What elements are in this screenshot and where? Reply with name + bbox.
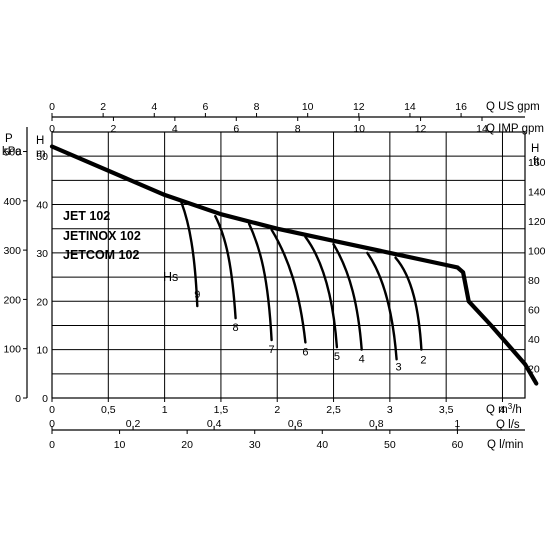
suction-curve-label-4: 4 xyxy=(359,354,365,366)
imp-gpm-tick-label: 0 xyxy=(49,123,55,135)
ft-tick-label: 40 xyxy=(528,334,540,346)
us-gpm-tick-label: 0 xyxy=(49,101,55,113)
ft-tick-label: 60 xyxy=(528,305,540,317)
imp-gpm-tick-label: 6 xyxy=(233,123,239,135)
suction-curve-label-7: 7 xyxy=(269,344,275,356)
m-axis-label-top: H xyxy=(36,135,44,147)
ls-tick-label: 1 xyxy=(454,418,460,430)
kpa-axis-label-top: P xyxy=(5,133,13,145)
kpa-tick-label: 300 xyxy=(3,245,21,257)
ft-axis-label-top: H xyxy=(531,143,539,155)
ft-tick-label: 120 xyxy=(528,216,546,228)
lmin-tick-label: 40 xyxy=(316,439,328,451)
ls-tick-label: 0,4 xyxy=(207,418,222,430)
ft-tick-label: 20 xyxy=(528,364,540,376)
m-tick-label: 40 xyxy=(36,200,48,212)
us-gpm-tick-label: 16 xyxy=(455,101,467,113)
kpa-tick-label: 500 xyxy=(3,147,21,159)
lmin-tick-label: 20 xyxy=(181,439,193,451)
lmin-tick-label: 0 xyxy=(49,439,55,451)
us-gpm-tick-label: 2 xyxy=(100,101,106,113)
m3h-tick-label: 2,5 xyxy=(326,404,341,416)
us-gpm-tick-label: 10 xyxy=(302,101,314,113)
imp-gpm-tick-label: 4 xyxy=(172,123,178,135)
ft-tick-label: 140 xyxy=(528,187,546,199)
lmin-axis-label: Q l/min xyxy=(487,439,523,451)
ft-tick-label: 80 xyxy=(528,275,540,287)
suction-curve-2 xyxy=(394,256,423,351)
kpa-axis-label-bottom: kPa xyxy=(2,146,22,158)
ls-axis-label: Q l/s xyxy=(496,419,520,431)
model-label-1: JET 102 xyxy=(63,209,110,223)
suction-curve-label-9: 9 xyxy=(194,289,200,301)
imp-gpm-tick-label: 14 xyxy=(476,123,488,135)
imp-gpm-axis-label: Q IMP gpm xyxy=(486,123,544,135)
ls-tick-label: 0,8 xyxy=(369,418,384,430)
m-tick-label: 20 xyxy=(36,296,48,308)
suction-curve-label-5: 5 xyxy=(334,351,340,363)
us-gpm-tick-label: 6 xyxy=(202,101,208,113)
suction-curve-label-3: 3 xyxy=(396,361,402,373)
model-label-3: JETCOM 102 xyxy=(63,248,139,262)
m3h-axis-label: Q m3/h xyxy=(486,402,522,416)
kpa-tick-label: 0 xyxy=(15,393,21,405)
m3h-tick-label: 1,5 xyxy=(214,404,229,416)
us-gpm-tick-label: 12 xyxy=(353,101,365,113)
imp-gpm-tick-label: 12 xyxy=(415,123,427,135)
lmin-tick-label: 10 xyxy=(114,439,126,451)
main-performance-curve xyxy=(49,144,539,386)
ls-tick-label: 0,6 xyxy=(288,418,303,430)
imp-gpm-tick-label: 2 xyxy=(111,123,117,135)
lmin-tick-label: 30 xyxy=(249,439,261,451)
suction-curve-7 xyxy=(247,222,273,342)
kpa-tick-label: 400 xyxy=(3,196,21,208)
us-gpm-tick-label: 8 xyxy=(254,101,260,113)
m3h-tick-label: 3 xyxy=(387,404,393,416)
ft-axis-label-bottom: ft xyxy=(533,156,540,168)
m-tick-label: 0 xyxy=(42,393,48,405)
suction-curve-9 xyxy=(180,201,199,308)
lmin-tick-label: 50 xyxy=(384,439,396,451)
imp-gpm-tick-label: 8 xyxy=(295,123,301,135)
m3h-tick-label: 3,5 xyxy=(439,404,454,416)
suction-curve-4 xyxy=(332,243,363,351)
suction-curve-label-6: 6 xyxy=(302,346,308,358)
ft-tick-label: 160 xyxy=(528,157,546,169)
suction-curve-label-2: 2 xyxy=(420,355,426,367)
imp-gpm-tick-label: 10 xyxy=(353,123,365,135)
us-gpm-axis-label: Q US gpm xyxy=(486,101,540,113)
m-axis-label-bottom: m xyxy=(36,148,46,160)
suction-curve-label-8: 8 xyxy=(233,322,239,334)
m3h-tick-label: 0,5 xyxy=(101,404,116,416)
m3h-tick-label: 2 xyxy=(274,404,280,416)
ls-tick-label: 0,2 xyxy=(126,418,141,430)
m-tick-label: 50 xyxy=(36,151,48,163)
suction-curve-5 xyxy=(304,235,339,349)
hs-label: Hs xyxy=(163,270,178,284)
m3h-tick-label: 1 xyxy=(162,404,168,416)
m3h-tick-label: 4 xyxy=(500,404,506,416)
us-gpm-tick-label: 14 xyxy=(404,101,416,113)
suction-curve-3 xyxy=(366,251,398,361)
ft-tick-label: 100 xyxy=(528,246,546,258)
kpa-tick-label: 200 xyxy=(3,294,21,306)
suction-curve-8 xyxy=(214,215,237,320)
m-tick-label: 10 xyxy=(36,345,48,357)
kpa-tick-label: 100 xyxy=(3,344,21,356)
m3h-tick-label: 0 xyxy=(49,404,55,416)
plot-frame xyxy=(51,131,526,399)
suction-curve-6 xyxy=(270,228,307,344)
model-label-2: JETINOX 102 xyxy=(63,229,141,243)
us-gpm-tick-label: 4 xyxy=(151,101,157,113)
lmin-tick-label: 60 xyxy=(452,439,464,451)
m-tick-label: 30 xyxy=(36,248,48,260)
ls-tick-label: 0 xyxy=(49,418,55,430)
